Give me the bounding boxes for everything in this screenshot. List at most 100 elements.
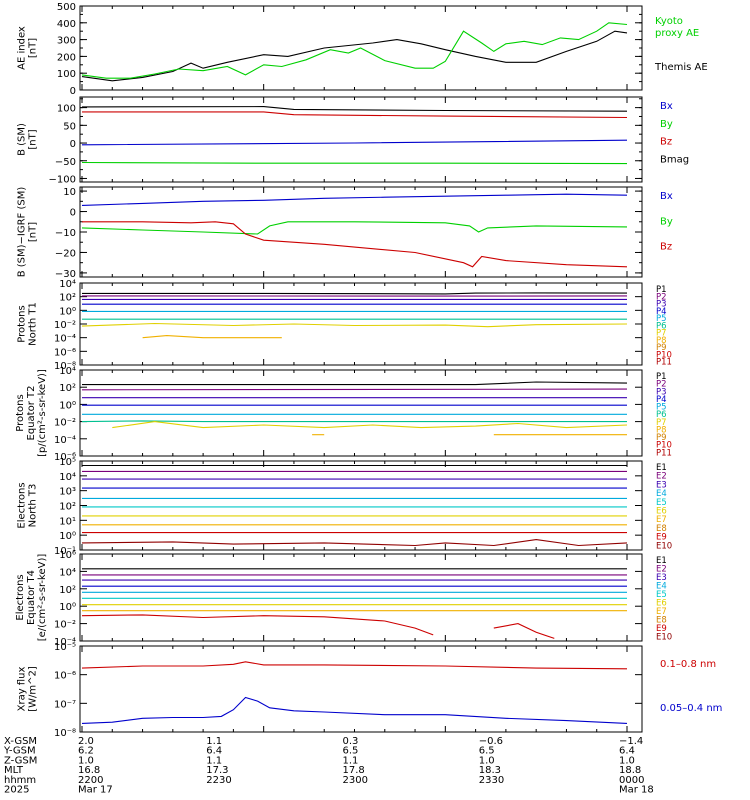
- y-tick-label: 10²: [59, 502, 76, 513]
- series-line-e10: [81, 539, 628, 547]
- legend-label: P7: [656, 418, 667, 428]
- y-tick-label: 10⁻⁸: [54, 361, 76, 372]
- y-axis-label: B (SM)−IGRF (SM): [17, 187, 28, 278]
- series-line-bx: [81, 139, 628, 146]
- axis-row-value: 2330: [479, 775, 504, 786]
- legend-label: E6: [656, 507, 667, 517]
- legend-label: P6: [656, 410, 667, 420]
- panel-xray: [79, 645, 643, 733]
- y-axis-label: [e/(cm²-s-sr-keV)]: [37, 554, 48, 642]
- legend-label: E4: [656, 582, 667, 592]
- panel-electrons_t3: [79, 460, 643, 551]
- series-line-p7: [112, 421, 628, 429]
- axis-row-value: 1.1: [206, 755, 222, 766]
- y-tick-label: 10⁵: [59, 457, 76, 468]
- axis-row-value: 6.2: [78, 746, 94, 757]
- panel-frame: [79, 186, 643, 278]
- panel-frame: [79, 460, 643, 551]
- y-tick-label: 10⁰: [59, 602, 76, 613]
- legend-label: E5: [656, 498, 667, 508]
- series-line-p8: [142, 335, 282, 339]
- axis-row-label: 2025: [4, 785, 29, 796]
- y-tick-label: 10⁶: [59, 550, 76, 561]
- y-axis-label: [W/m^2]: [28, 666, 39, 712]
- series-line-p1: [82, 381, 628, 386]
- axis-row-label: hhmm: [4, 775, 36, 786]
- legend-label: P7: [656, 329, 667, 339]
- y-tick-label: 10⁻²: [54, 418, 76, 429]
- y-tick-label: 10²: [59, 383, 76, 394]
- series-line-bmag: [81, 106, 628, 112]
- y-axis-label: [nT]: [28, 129, 39, 149]
- y-tick-label: 0: [70, 208, 76, 219]
- legend-label: P9: [656, 433, 667, 443]
- panel-ae: [79, 5, 643, 91]
- legend-label: P1: [656, 285, 667, 295]
- y-tick-label: 10⁻⁴: [54, 435, 76, 446]
- axis-row-value: 2.0: [78, 736, 94, 747]
- y-tick-label: 0: [70, 86, 76, 97]
- legend-label: E8: [656, 524, 667, 534]
- y-tick-label: 10²: [59, 585, 76, 596]
- panel-electrons_t4: [79, 553, 643, 642]
- panel-protons_t2: [79, 369, 643, 457]
- y-axis-label: Protons: [17, 305, 28, 342]
- legend-label: Bz: [660, 137, 672, 148]
- y-tick-label: 10⁻²: [54, 320, 76, 331]
- legend-label: P2: [656, 292, 667, 302]
- y-axis-label: Equator T2: [26, 386, 37, 441]
- legend-label: E3: [656, 480, 667, 490]
- legend-label: Themis AE: [654, 62, 708, 73]
- legend-label: E2: [656, 472, 667, 482]
- legend-label: Kyoto: [655, 16, 683, 27]
- axis-row-value: 1.1: [343, 755, 359, 766]
- legend-label: Bx: [660, 101, 673, 112]
- y-tick-label: −30: [55, 269, 76, 280]
- series-line-p2: [81, 388, 628, 391]
- y-axis-label: [nT]: [28, 38, 39, 58]
- y-tick-label: 200: [57, 52, 76, 63]
- panel-protons_t1: [79, 282, 643, 366]
- series-line-0-1-0-8-nm: [81, 661, 628, 670]
- panel-frame: [79, 553, 643, 642]
- y-tick-label: 10⁻⁵: [54, 642, 76, 653]
- y-tick-label: 10⁻²: [54, 620, 76, 631]
- axis-row-label: MLT: [4, 765, 24, 776]
- legend-label: Bx: [660, 191, 673, 202]
- axis-row-value: −0.6: [479, 736, 503, 747]
- panel-b_igrf: [79, 186, 643, 278]
- y-axis-label: Electrons: [15, 574, 26, 620]
- legend-label: P10: [656, 350, 672, 360]
- axis-row-value: 0000: [619, 775, 644, 786]
- y-tick-label: −100: [49, 174, 76, 185]
- legend-label: P10: [656, 441, 672, 451]
- series-line-0-05-0-4-nm: [81, 696, 628, 724]
- y-tick-label: 10⁻⁴: [54, 334, 76, 345]
- axis-row-value: 2200: [78, 775, 103, 786]
- series-line-bz: [82, 111, 628, 119]
- legend-label: P2: [656, 380, 667, 390]
- y-axis-label: Equator T4: [26, 570, 37, 625]
- axis-row-value: −1.4: [619, 736, 643, 747]
- legend-label: P11: [656, 448, 672, 458]
- y-tick-label: 10³: [59, 487, 76, 498]
- y-axis-label: Protons: [15, 394, 26, 431]
- axis-row-value: 6.4: [206, 746, 222, 757]
- series-line-bx: [81, 193, 628, 206]
- y-axis-label: [nT]: [28, 222, 39, 242]
- axis-row-value: 6.5: [479, 746, 495, 757]
- legend-label: E6: [656, 599, 667, 609]
- axis-row-value: 16.8: [78, 765, 100, 776]
- series-line-by: [81, 221, 628, 235]
- y-tick-label: −10: [55, 228, 76, 239]
- legend-label: E5: [656, 590, 667, 600]
- y-tick-label: 100: [57, 69, 76, 80]
- legend-label: E4: [656, 489, 667, 499]
- axis-row-label: X-GSM: [4, 736, 37, 747]
- legend-label: P4: [656, 395, 667, 405]
- series-line-p6: [81, 420, 627, 423]
- series-line-bz: [82, 221, 628, 268]
- y-tick-label: 100: [57, 104, 76, 115]
- y-tick-label: 10⁴: [59, 567, 76, 578]
- y-tick-label: −20: [55, 248, 76, 259]
